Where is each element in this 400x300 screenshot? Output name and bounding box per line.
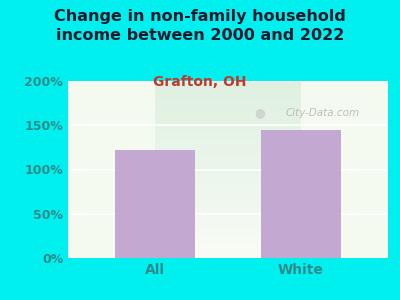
Text: ●: ● [254,106,266,119]
Bar [115,150,195,258]
Text: City-Data.com: City-Data.com [286,108,360,118]
Bar [261,130,341,258]
Text: Change in non-family household
income between 2000 and 2022: Change in non-family household income be… [54,9,346,43]
Text: Grafton, OH: Grafton, OH [153,75,247,89]
